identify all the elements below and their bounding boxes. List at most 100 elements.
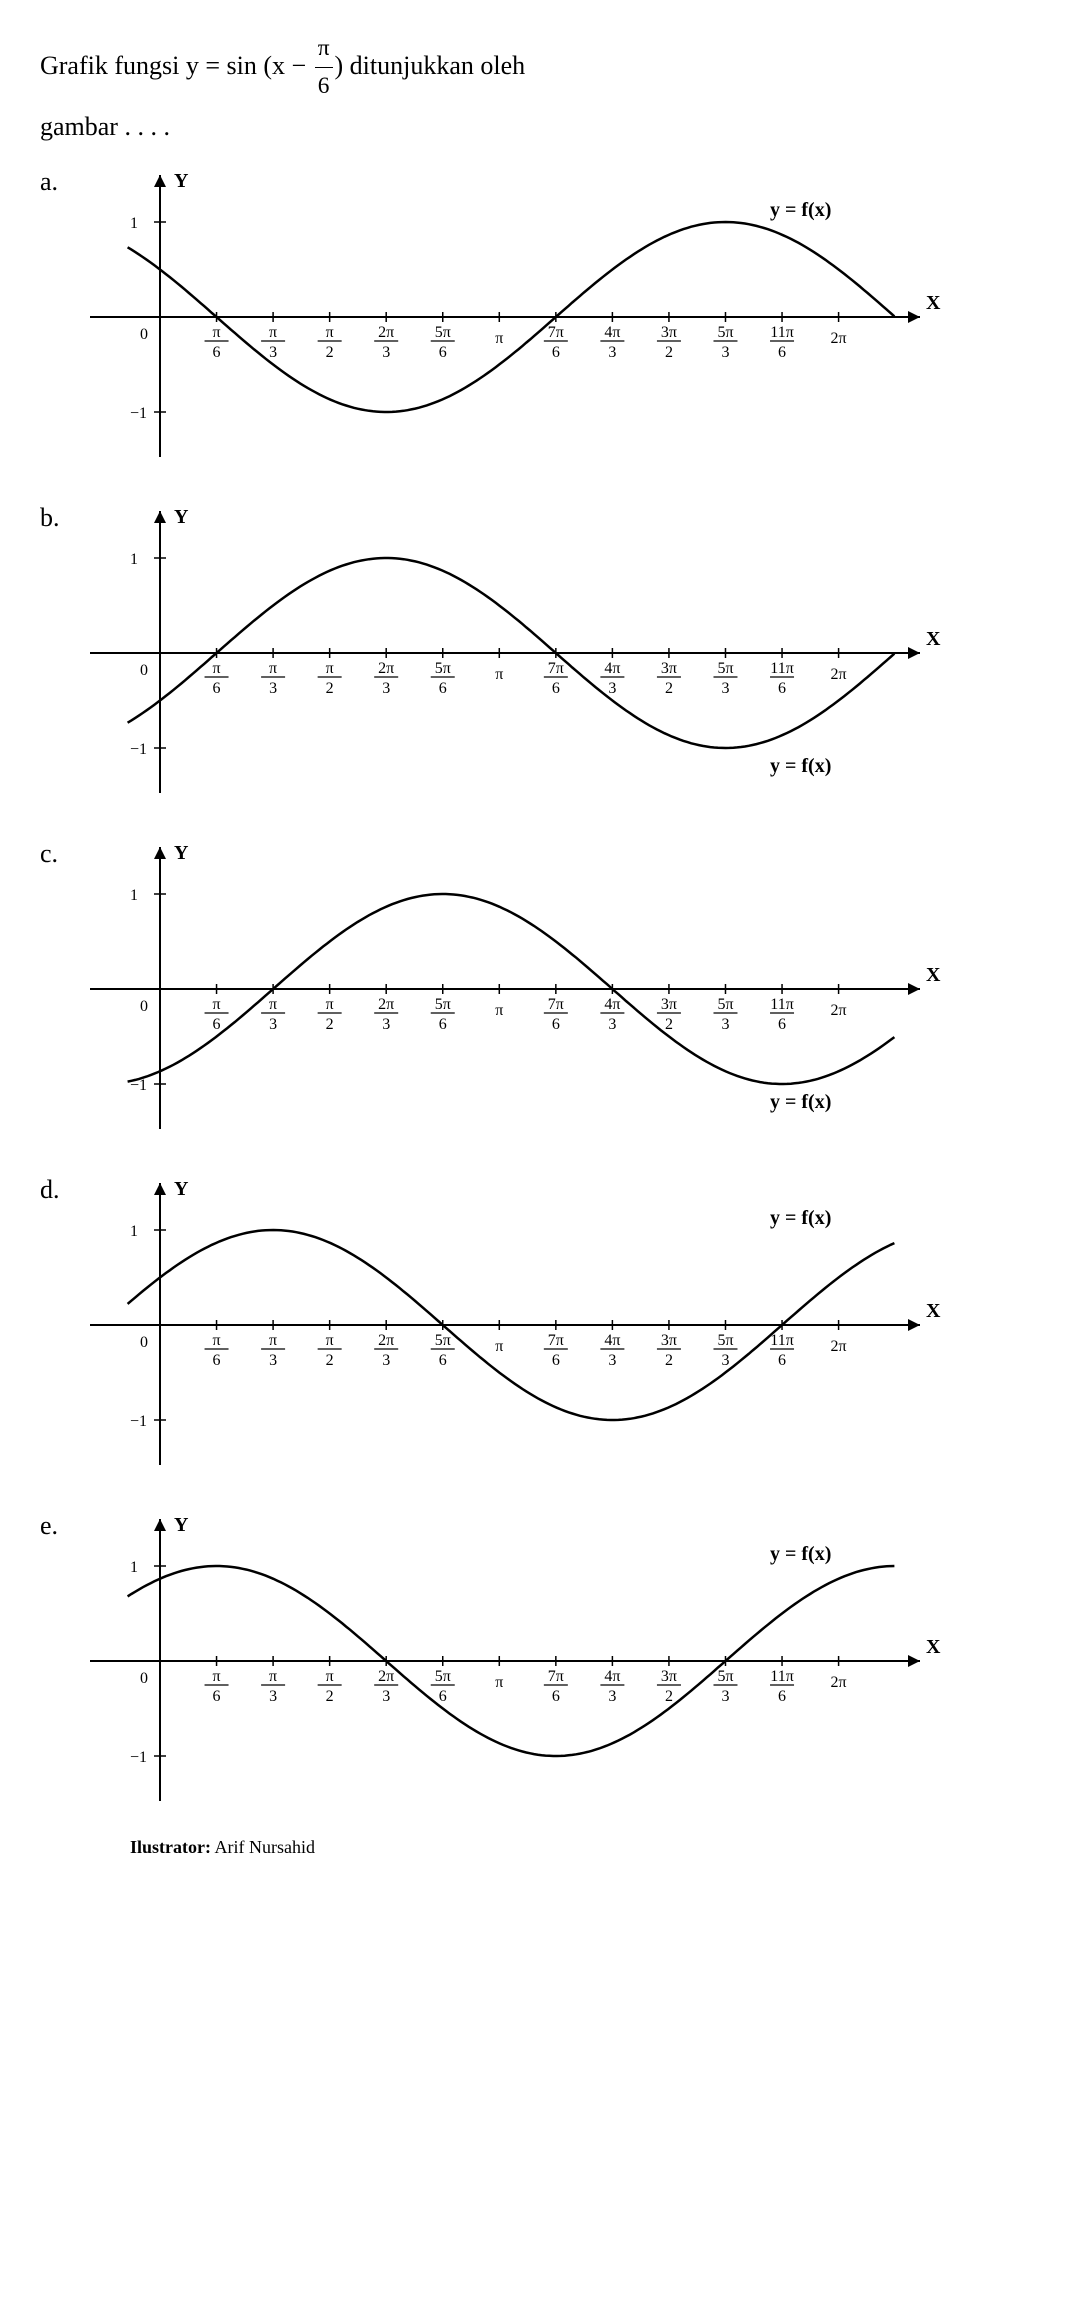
x-tick-num: 11π: [770, 996, 793, 1013]
x-tick-den: 2: [326, 680, 334, 697]
x-tick-num: 2π: [378, 324, 394, 341]
x-tick-label: π: [495, 1674, 503, 1691]
function-label: y = f(x): [770, 199, 831, 221]
x-tick-den: 2: [326, 1352, 334, 1369]
function-label: y = f(x): [770, 1207, 831, 1229]
x-tick-den: 6: [552, 1352, 560, 1369]
y-axis-label: Y: [174, 842, 189, 864]
illustrator-credit: Ilustrator: Arif Nursahid: [130, 1837, 1032, 1858]
x-tick-den: 6: [213, 344, 221, 361]
chart-wrap: YX01−1π6π3π22π35π6π7π64π33π25π311π62πy =…: [80, 829, 1032, 1149]
y-tick-label: 1: [130, 215, 138, 232]
option-letter: b.: [40, 493, 80, 533]
x-tick-den: 3: [382, 1352, 390, 1369]
x-tick-den: 3: [608, 1688, 616, 1705]
x-tick-num: 2π: [378, 660, 394, 677]
x-tick-den: 3: [269, 1352, 277, 1369]
x-tick-num: 2π: [378, 1668, 394, 1685]
x-tick-label: 2π: [831, 330, 847, 347]
y-tick-label: 1: [130, 1559, 138, 1576]
x-tick-den: 3: [269, 1016, 277, 1033]
illustrator-name: Arif Nursahid: [211, 1837, 315, 1857]
x-tick-num: 5π: [435, 996, 451, 1013]
x-tick-label: 2π: [831, 1338, 847, 1355]
x-tick-den: 3: [721, 680, 729, 697]
x-tick-num: 2π: [378, 996, 394, 1013]
x-tick-den: 6: [213, 1016, 221, 1033]
x-tick-den: 2: [326, 1016, 334, 1033]
q-line2: gambar . . . .: [40, 112, 170, 141]
y-axis-arrow-icon: [154, 1183, 166, 1195]
x-tick-label: 2π: [831, 666, 847, 683]
origin-label: 0: [140, 326, 148, 343]
y-tick-label: 1: [130, 1223, 138, 1240]
y-axis-label: Y: [174, 1514, 189, 1536]
x-tick-den: 3: [721, 1016, 729, 1033]
x-tick-den: 3: [269, 344, 277, 361]
origin-label: 0: [140, 662, 148, 679]
x-tick-num: π: [326, 1332, 334, 1349]
chart-wrap: YX01−1π6π3π22π35π6π7π64π33π25π311π62πy =…: [80, 157, 1032, 477]
option-row: a.YX01−1π6π3π22π35π6π7π64π33π25π311π62πy…: [40, 157, 1032, 477]
x-tick-den: 6: [778, 680, 786, 697]
x-tick-num: π: [269, 324, 277, 341]
x-tick-num: 4π: [604, 1332, 620, 1349]
x-axis-label: X: [926, 292, 941, 314]
x-tick-num: π: [269, 996, 277, 1013]
x-tick-num: π: [326, 1668, 334, 1685]
x-tick-num: 7π: [548, 660, 564, 677]
option-row: b.YX01−1π6π3π22π35π6π7π64π33π25π311π62πy…: [40, 493, 1032, 813]
x-tick-den: 3: [721, 344, 729, 361]
x-tick-num: 4π: [604, 660, 620, 677]
x-tick-den: 6: [552, 1016, 560, 1033]
x-axis-label: X: [926, 628, 941, 650]
x-tick-num: 3π: [661, 660, 677, 677]
sine-chart: YX01−1π6π3π22π35π6π7π64π33π25π311π62πy =…: [80, 493, 960, 813]
x-tick-den: 3: [721, 1688, 729, 1705]
x-tick-num: 11π: [770, 1668, 793, 1685]
x-tick-num: 5π: [717, 996, 733, 1013]
y-tick-label: −1: [130, 741, 147, 758]
x-tick-num: 3π: [661, 996, 677, 1013]
origin-label: 0: [140, 998, 148, 1015]
x-axis-arrow-icon: [908, 1319, 920, 1331]
option-letter: c.: [40, 829, 80, 869]
x-tick-num: π: [213, 1332, 221, 1349]
x-tick-num: 5π: [435, 1668, 451, 1685]
x-tick-label: 2π: [831, 1002, 847, 1019]
x-tick-den: 3: [269, 1688, 277, 1705]
x-tick-den: 6: [213, 680, 221, 697]
x-tick-den: 2: [665, 344, 673, 361]
x-tick-den: 6: [552, 680, 560, 697]
q-pre: Grafik fungsi y = sin (x −: [40, 51, 313, 80]
x-tick-num: π: [213, 324, 221, 341]
option-row: e.YX01−1π6π3π22π35π6π7π64π33π25π311π62πy…: [40, 1501, 1032, 1821]
y-tick-label: −1: [130, 405, 147, 422]
x-tick-den: 6: [439, 680, 447, 697]
x-tick-label: π: [495, 1338, 503, 1355]
origin-label: 0: [140, 1334, 148, 1351]
function-label: y = f(x): [770, 755, 831, 777]
sine-chart: YX01−1π6π3π22π35π6π7π64π33π25π311π62πy =…: [80, 829, 960, 1149]
function-label: y = f(x): [770, 1091, 831, 1113]
x-tick-num: π: [213, 660, 221, 677]
sine-chart: YX01−1π6π3π22π35π6π7π64π33π25π311π62πy =…: [80, 157, 960, 477]
x-axis-label: X: [926, 1636, 941, 1658]
option-row: d.YX01−1π6π3π22π35π6π7π64π33π25π311π62πy…: [40, 1165, 1032, 1485]
y-tick-label: 1: [130, 551, 138, 568]
x-tick-den: 6: [439, 1688, 447, 1705]
chart-wrap: YX01−1π6π3π22π35π6π7π64π33π25π311π62πy =…: [80, 1501, 1032, 1821]
x-tick-den: 6: [552, 344, 560, 361]
x-tick-num: 5π: [435, 1332, 451, 1349]
x-tick-num: 5π: [717, 324, 733, 341]
x-tick-den: 3: [269, 680, 277, 697]
x-tick-num: 5π: [435, 324, 451, 341]
x-tick-num: π: [326, 324, 334, 341]
q-post: ) ditunjukkan oleh: [335, 51, 526, 80]
x-axis-arrow-icon: [908, 1655, 920, 1667]
x-tick-num: π: [213, 996, 221, 1013]
x-tick-den: 2: [326, 1688, 334, 1705]
x-tick-den: 6: [552, 1688, 560, 1705]
y-axis-arrow-icon: [154, 847, 166, 859]
chart-wrap: YX01−1π6π3π22π35π6π7π64π33π25π311π62πy =…: [80, 1165, 1032, 1485]
